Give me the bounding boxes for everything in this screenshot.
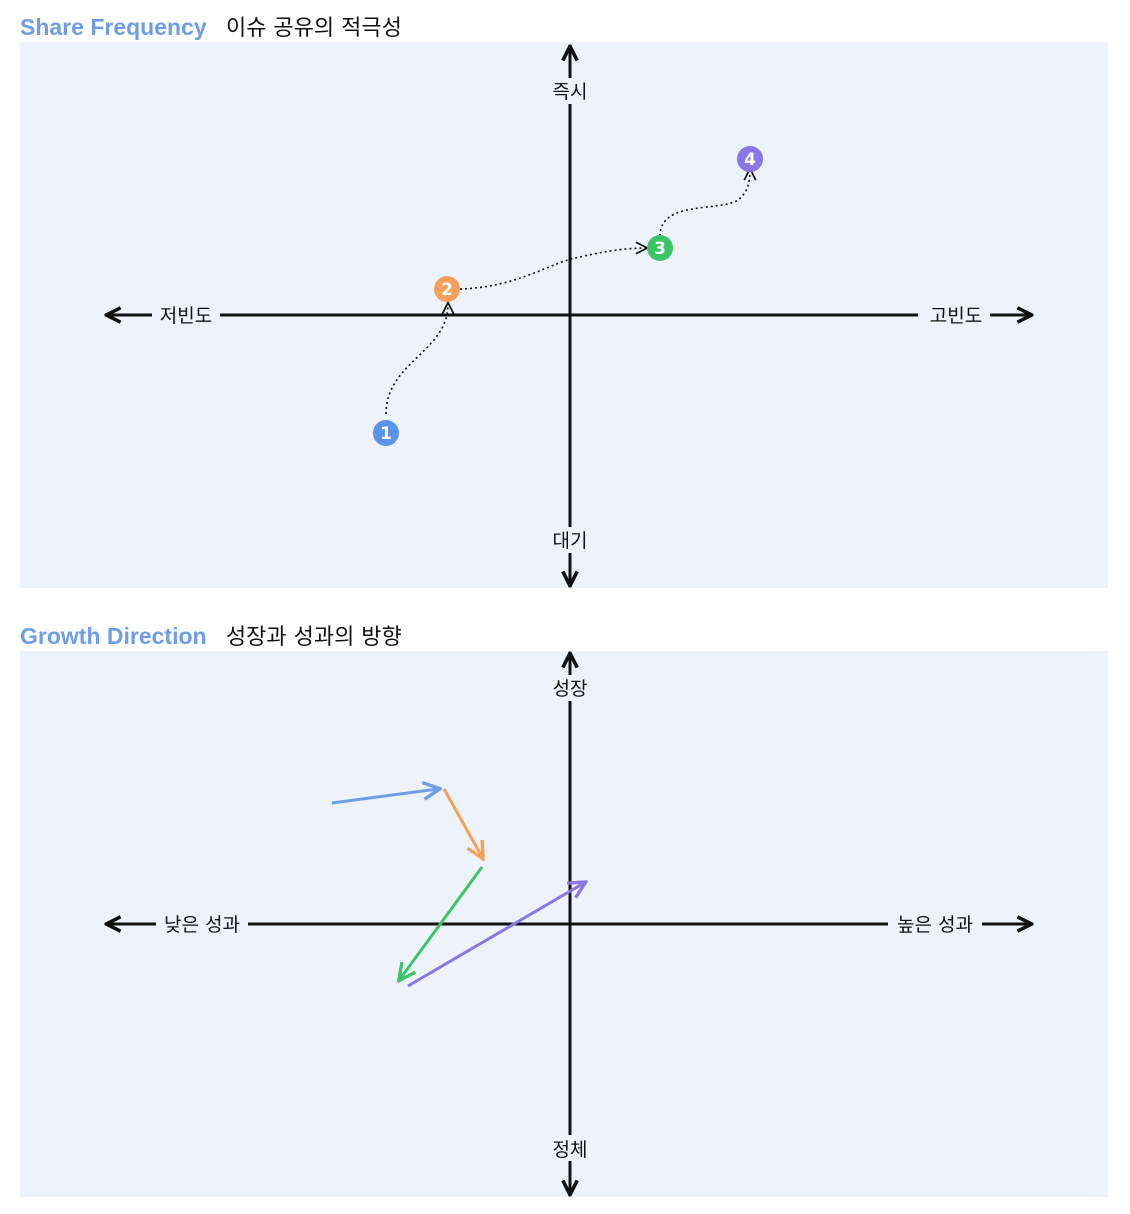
point-4-circle (737, 146, 763, 172)
growth-direction-panel: 성장 정체 낮은 성과 높은 성과 (20, 651, 1108, 1197)
point-1-label: 1 (380, 424, 392, 444)
axis-label-right: 고빈도 (930, 305, 982, 327)
point-4-label: 4 (744, 150, 756, 170)
connector-2-3 (459, 248, 646, 290)
point-badge-2: 2 (434, 276, 460, 302)
share-frequency-diagram: 즉시 대기 저빈도 고빈도 1 2 3 4 (20, 42, 1108, 588)
point-1-circle (373, 420, 399, 446)
share-frequency-title: Share Frequency 이슈 공유의 적극성 (20, 10, 402, 42)
point-3-circle (647, 235, 673, 261)
growth-direction-title-en: Growth Direction (20, 623, 207, 649)
share-frequency-title-ko: 이슈 공유의 적극성 (225, 16, 402, 41)
growth-direction-diagram: 성장 정체 낮은 성과 높은 성과 (20, 651, 1108, 1197)
vector-green (400, 866, 484, 979)
growth-direction-title-ko: 성장과 성과의 방향 (225, 625, 402, 650)
axis-label-top: 즉시 (553, 81, 588, 103)
point-badge-1: 1 (373, 420, 399, 446)
axis-label-left: 낮은 성과 (164, 914, 240, 936)
axis-label-bottom: 정체 (553, 1139, 588, 1161)
connector-1-2 (385, 304, 448, 415)
share-frequency-title-en: Share Frequency (20, 14, 207, 40)
axis-label-left: 저빈도 (160, 305, 212, 327)
axis-label-top: 성장 (553, 678, 588, 700)
connector-3-4 (659, 170, 750, 237)
point-3-label: 3 (654, 239, 666, 259)
growth-direction-title: Growth Direction 성장과 성과의 방향 (20, 619, 402, 651)
vector-blue (331, 789, 438, 805)
axis-label-bottom: 대기 (553, 530, 588, 552)
axis-label-right: 높은 성과 (897, 914, 973, 936)
point-2-label: 2 (441, 280, 453, 300)
point-badge-3: 3 (647, 235, 673, 261)
vector-purple (407, 883, 584, 988)
vector-orange (442, 788, 482, 857)
point-2-circle (434, 276, 460, 302)
share-frequency-panel: 즉시 대기 저빈도 고빈도 1 2 3 4 (20, 42, 1108, 588)
point-badge-4: 4 (737, 146, 763, 172)
